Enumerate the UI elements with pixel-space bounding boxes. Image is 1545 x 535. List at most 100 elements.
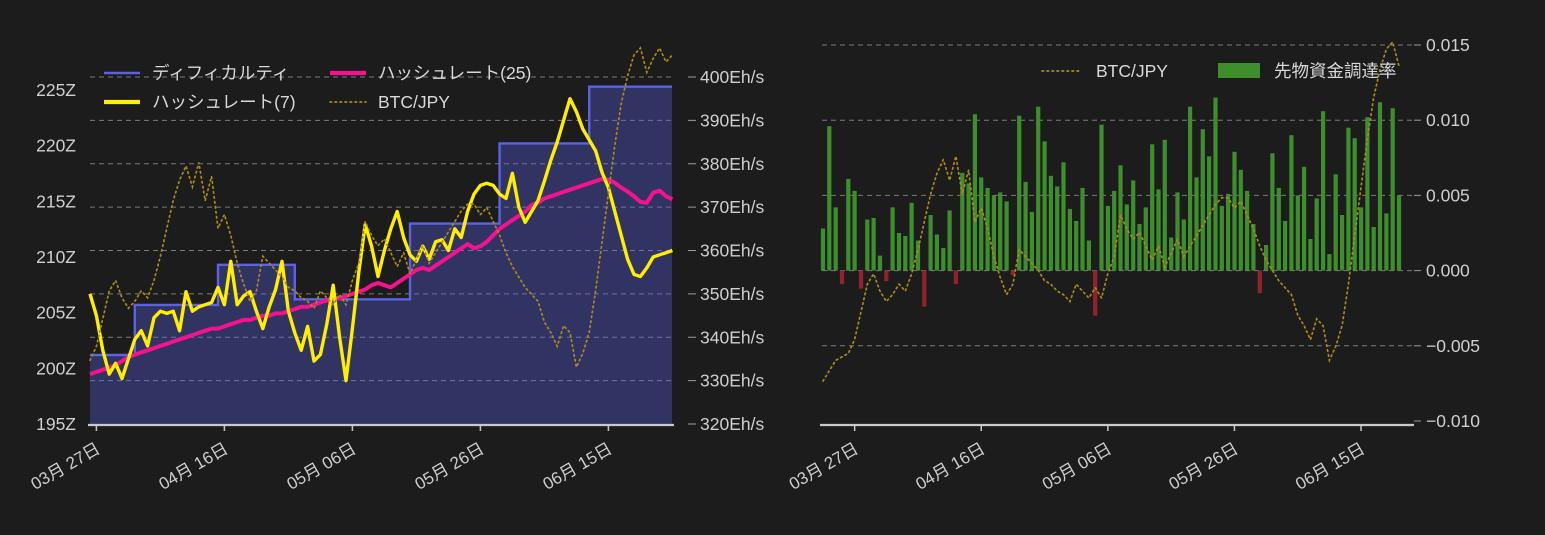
- funding-bar-positive: [865, 219, 870, 271]
- legend-label: 先物資金調達率: [1274, 61, 1397, 81]
- funding-bar-positive: [1314, 198, 1319, 271]
- funding-bar-negative: [884, 270, 889, 282]
- funding-bar-positive: [846, 178, 851, 271]
- funding-bar-positive: [1194, 177, 1199, 271]
- series-difficulty: [90, 85, 672, 357]
- funding-bar-negative: [922, 270, 927, 307]
- funding-bar-positive: [871, 218, 876, 271]
- funding-bar-positive: [1327, 254, 1332, 271]
- funding-bar-positive: [1036, 106, 1041, 271]
- funding-bar-positive: [1352, 138, 1357, 271]
- funding-bar-positive: [1390, 108, 1395, 271]
- x-tick-label: 05月 06日: [1039, 439, 1115, 494]
- x-tick-label: 06月 15日: [540, 439, 616, 494]
- y-tick-label-hashrate: 350Eh/s: [700, 284, 764, 304]
- funding-bar-positive: [1188, 106, 1193, 271]
- funding-bar-positive: [909, 202, 914, 271]
- left-chart-grid: [90, 76, 672, 382]
- funding-bar-positive: [1162, 139, 1167, 271]
- funding-bar-positive: [928, 215, 933, 271]
- legend-label: BTC/JPY: [378, 92, 450, 112]
- funding-bar-positive: [1295, 195, 1300, 271]
- y-tick-label-difficulty: 205Z: [36, 303, 76, 323]
- funding-axis-labels: 0.015 0.010 0.005 0.000 −0.005 −0.010: [1414, 35, 1480, 431]
- funding-bar-positive: [1333, 174, 1338, 271]
- funding-bar-positive: [998, 192, 1003, 271]
- funding-bar-positive: [1181, 219, 1186, 271]
- funding-bar-positive: [1074, 221, 1079, 271]
- x-tick-label: 04月 16日: [156, 439, 232, 494]
- funding-bar-positive: [1137, 224, 1142, 271]
- series-btc-jpy: [822, 40, 1400, 382]
- legend-label: ハッシュレート(7): [152, 92, 296, 112]
- funding-bar-positive: [890, 207, 895, 271]
- y-tick-label-funding: −0.005: [1426, 336, 1480, 356]
- y-tick-label-difficulty: 200Z: [36, 358, 76, 378]
- legend-label: BTC/JPY: [1096, 61, 1168, 81]
- x-tick-label: 06月 15日: [1292, 439, 1368, 494]
- y-tick-label-hashrate: 380Eh/s: [700, 154, 764, 174]
- funding-bar-positive: [941, 248, 946, 271]
- legend-item-btc-jpy[interactable]: BTC/JPY: [1041, 61, 1168, 81]
- legend-item-hashrate_7[interactable]: ハッシュレート(7): [104, 92, 296, 112]
- funding-bar-positive: [1112, 190, 1117, 271]
- funding-bar-negative: [858, 270, 864, 289]
- funding-bar-positive: [1017, 115, 1022, 271]
- y-tick-label-difficulty: 210Z: [36, 247, 76, 267]
- funding-bar-positive: [1289, 135, 1294, 271]
- hashrate-axis-labels: 400Eh/s 390Eh/s 380Eh/s 370Eh/s 360Eh/s 350Eh…: [688, 67, 764, 434]
- left-chart-legend: ディフィカルティ ハッシュレート(25) ハッシュレート(7) BTC/JPY: [104, 63, 531, 112]
- y-tick-label-funding: −0.010: [1426, 411, 1480, 431]
- funding-bar-positive: [1080, 187, 1085, 271]
- funding-bar-positive: [1200, 129, 1205, 271]
- funding-rate-chart: 03月 27日 04月 16日 05月 06日 05月 26日 06月 15日 0.015…: [786, 35, 1480, 494]
- y-tick-label-difficulty: 215Z: [36, 191, 76, 211]
- y-tick-label-funding: 0.010: [1426, 110, 1470, 130]
- funding-bar-positive: [1371, 227, 1376, 271]
- funding-bar-positive: [979, 177, 984, 271]
- right-chart-legend: BTC/JPY 先物資金調達率: [1041, 61, 1397, 81]
- legend-item-difficulty[interactable]: ディフィカルティ: [104, 63, 289, 83]
- funding-bar-positive: [1283, 221, 1288, 271]
- legend-label: ディフィカルティ: [152, 63, 289, 83]
- funding-bar-positive: [1099, 124, 1104, 271]
- funding-bar-positive: [1384, 213, 1389, 271]
- funding-bar-positive: [1359, 207, 1364, 271]
- funding-bar-positive: [915, 240, 921, 271]
- funding-bar-negative: [1093, 270, 1098, 316]
- funding-bar-positive: [1270, 153, 1275, 271]
- y-tick-label-difficulty: 225Z: [36, 80, 76, 100]
- y-tick-label-hashrate: 370Eh/s: [700, 197, 764, 217]
- funding-bar-positive: [947, 210, 952, 271]
- funding-bar-positive: [1232, 151, 1237, 271]
- funding-bar-positive: [1276, 187, 1281, 271]
- y-tick-label-hashrate: 340Eh/s: [700, 327, 764, 347]
- funding-bar-positive: [966, 183, 971, 271]
- funding-bar-positive: [1377, 102, 1383, 271]
- funding-bar-positive: [1048, 175, 1053, 271]
- funding-bar-negative: [953, 270, 958, 285]
- funding-bar-positive: [1156, 189, 1161, 271]
- x-tick-label: 03月 27日: [786, 439, 862, 494]
- legend-item-hashrate_25[interactable]: ハッシュレート(25): [330, 63, 531, 83]
- funding-bar-positive: [1251, 224, 1256, 271]
- funding-bar-positive: [1365, 117, 1370, 271]
- y-tick-label-funding: 0.005: [1426, 185, 1470, 205]
- legend-label: ハッシュレート(25): [378, 63, 531, 83]
- legend-item-funding-rate[interactable]: 先物資金調達率: [1218, 61, 1397, 81]
- funding-bar-negative: [1257, 270, 1262, 294]
- series-difficulty-area: [90, 86, 672, 424]
- series-hashrate-7: [88, 97, 673, 383]
- funding-bar-positive: [1067, 208, 1072, 271]
- y-tick-label-difficulty: 220Z: [36, 136, 76, 156]
- legend-item-btc_jpy[interactable]: BTC/JPY: [329, 92, 450, 112]
- y-tick-label-funding: 0.000: [1426, 261, 1470, 281]
- funding-bar-positive: [877, 255, 883, 271]
- legend-sample-swatch: [1218, 63, 1260, 78]
- funding-bar-positive: [972, 114, 977, 271]
- funding-bar-positive: [1042, 141, 1047, 271]
- x-axis-labels: 03月 27日 04月 16日 05月 06日 05月 26日 06月 15日: [28, 426, 616, 494]
- funding-bar-positive: [896, 233, 902, 271]
